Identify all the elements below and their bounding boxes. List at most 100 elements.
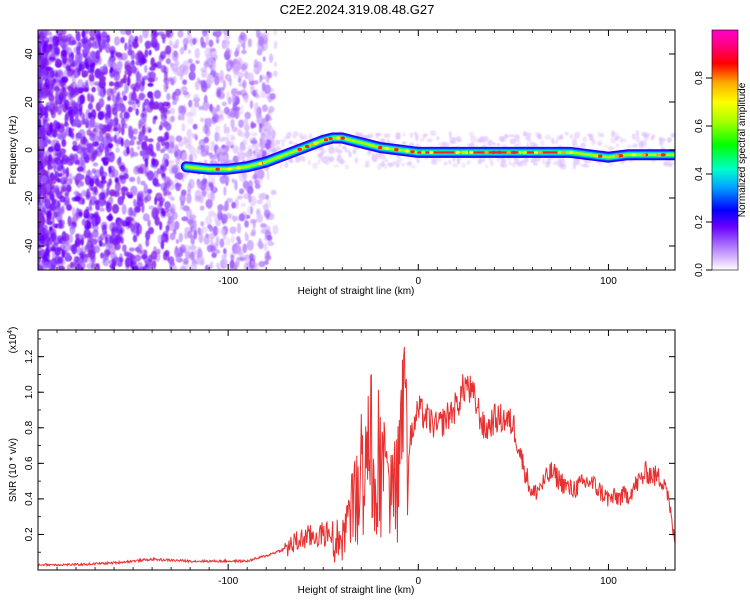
x-tick-label: 100 — [600, 576, 617, 587]
noise-blob — [50, 265, 57, 270]
noise-blob — [134, 42, 139, 48]
noise-blob — [179, 246, 184, 255]
noise-blob — [150, 209, 157, 218]
noise-blob — [253, 152, 257, 157]
noise-blob — [38, 222, 41, 230]
noise-blob — [71, 39, 77, 45]
noise-blob — [210, 106, 217, 115]
noise-blob — [483, 139, 487, 146]
ridge-hotspot — [384, 146, 389, 150]
noise-blob — [254, 183, 261, 189]
noise-blob — [249, 218, 257, 224]
noise-blob — [206, 117, 212, 128]
noise-blob — [189, 263, 198, 270]
noise-blob — [182, 91, 190, 96]
noise-blob — [243, 262, 250, 270]
y-tick-label: 1.2 — [24, 349, 35, 363]
noise-blob — [199, 180, 207, 191]
noise-blob — [86, 129, 92, 136]
noise-blob — [86, 244, 91, 250]
noise-blob — [69, 172, 73, 184]
noise-blob — [145, 238, 150, 248]
noise-blob — [197, 227, 201, 236]
noise-blob — [419, 137, 425, 142]
noise-blob — [51, 232, 57, 242]
colorbar-tick-label: 0.0 — [694, 263, 705, 277]
noise-blob — [161, 173, 166, 179]
noise-blob — [87, 248, 92, 256]
noise-blob — [449, 140, 456, 145]
noise-blob — [127, 44, 133, 52]
noise-blob — [179, 205, 183, 210]
noise-blob — [87, 169, 91, 177]
noise-blob — [183, 44, 188, 51]
noise-blob — [375, 133, 381, 138]
noise-blob — [253, 80, 259, 85]
noise-blob — [658, 136, 663, 143]
noise-blob — [137, 250, 143, 255]
noise-blob — [240, 141, 245, 146]
noise-blob — [263, 242, 268, 252]
noise-blob — [524, 157, 529, 164]
noise-blob — [138, 224, 143, 235]
noise-blob — [162, 146, 169, 151]
noise-blob — [208, 232, 216, 239]
noise-blob — [54, 79, 61, 87]
noise-blob — [542, 158, 546, 165]
noise-blob — [128, 62, 135, 67]
noise-blob — [509, 138, 517, 145]
noise-blob — [46, 183, 51, 193]
noise-blob — [289, 159, 294, 164]
noise-blob — [323, 155, 330, 160]
y-tick-label: -40 — [24, 238, 35, 253]
noise-blob — [211, 252, 217, 258]
noise-blob — [119, 253, 123, 262]
noise-blob — [146, 71, 151, 80]
noise-blob — [171, 257, 175, 267]
noise-blob — [336, 157, 343, 163]
noise-blob — [256, 48, 263, 56]
noise-blob — [134, 52, 141, 61]
noise-blob — [247, 144, 254, 152]
noise-blob — [63, 84, 68, 93]
noise-blob — [59, 100, 63, 109]
noise-blob — [181, 123, 186, 132]
noise-blob — [619, 137, 624, 144]
noise-blob — [90, 262, 95, 270]
noise-blob — [52, 35, 57, 47]
noise-blob — [144, 135, 149, 143]
snr-xlabel: Height of straight line (km) — [298, 585, 415, 596]
noise-blob — [635, 135, 640, 143]
noise-blob — [147, 138, 154, 143]
noise-blob — [151, 152, 157, 158]
noise-blob — [120, 137, 124, 147]
noise-blob — [157, 31, 165, 36]
noise-blob — [51, 221, 56, 228]
noise-blob — [172, 265, 178, 270]
noise-blob — [141, 107, 148, 119]
noise-blob — [188, 217, 195, 227]
noise-blob — [251, 89, 257, 97]
noise-blob — [78, 259, 84, 264]
noise-blob — [238, 35, 244, 44]
noise-blob — [230, 235, 235, 244]
noise-blob — [227, 96, 232, 105]
noise-blob — [105, 42, 111, 54]
snr-scale-close: ) — [8, 327, 19, 330]
noise-blob — [164, 70, 168, 81]
noise-blob — [247, 72, 255, 82]
ridge-hotspot — [335, 136, 341, 140]
noise-blob — [214, 131, 218, 143]
snr-series — [38, 346, 675, 568]
x-tick-label: -100 — [218, 576, 238, 587]
noise-blob — [243, 118, 249, 125]
noise-blob — [69, 224, 76, 235]
noise-blob — [47, 58, 52, 66]
noise-blob — [181, 216, 189, 222]
noise-blob — [106, 34, 111, 44]
noise-blob — [64, 157, 71, 164]
noise-blob — [276, 146, 282, 152]
noise-blob — [344, 149, 351, 153]
ridge-hotspot — [340, 136, 345, 140]
ridge-hotspot — [561, 150, 566, 154]
